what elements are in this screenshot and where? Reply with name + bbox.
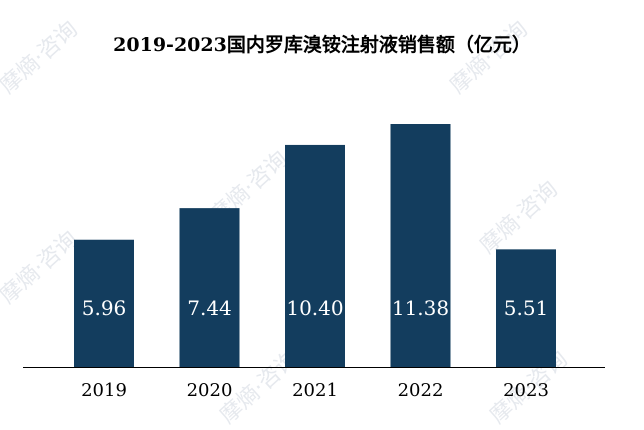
bar-2023 [496, 249, 556, 367]
value-label-2022: 11.38 [392, 296, 449, 320]
value-label-2023: 5.51 [504, 296, 549, 320]
value-label-2020: 7.44 [187, 296, 232, 320]
chart-root: 摩熵·咨询 摩熵·咨询 摩熵·咨询 摩熵·咨询 摩熵·咨询 摩熵·咨询 摩熵·咨… [0, 17, 605, 429]
x-tick-label-2023: 2023 [503, 380, 549, 401]
bar-2021 [285, 144, 345, 367]
x-tick-label-2021: 2021 [292, 380, 338, 401]
x-tick-label-2022: 2022 [398, 380, 444, 401]
bar-chart: 5.96 2019 7.44 2020 10.40 2021 11.38 2022 5.51 20… [23, 124, 605, 401]
chart-title: 2019-2023国内罗库溴铵注射液销售额（亿元） [113, 34, 531, 56]
x-tick-label-2020: 2020 [187, 380, 233, 401]
value-label-2021: 10.40 [286, 296, 343, 320]
value-label-2019: 5.96 [82, 296, 127, 320]
bar-2022 [390, 124, 451, 367]
bar-2020 [179, 208, 240, 367]
x-tick-label-2019: 2019 [81, 380, 127, 401]
bar-2019 [74, 239, 134, 367]
